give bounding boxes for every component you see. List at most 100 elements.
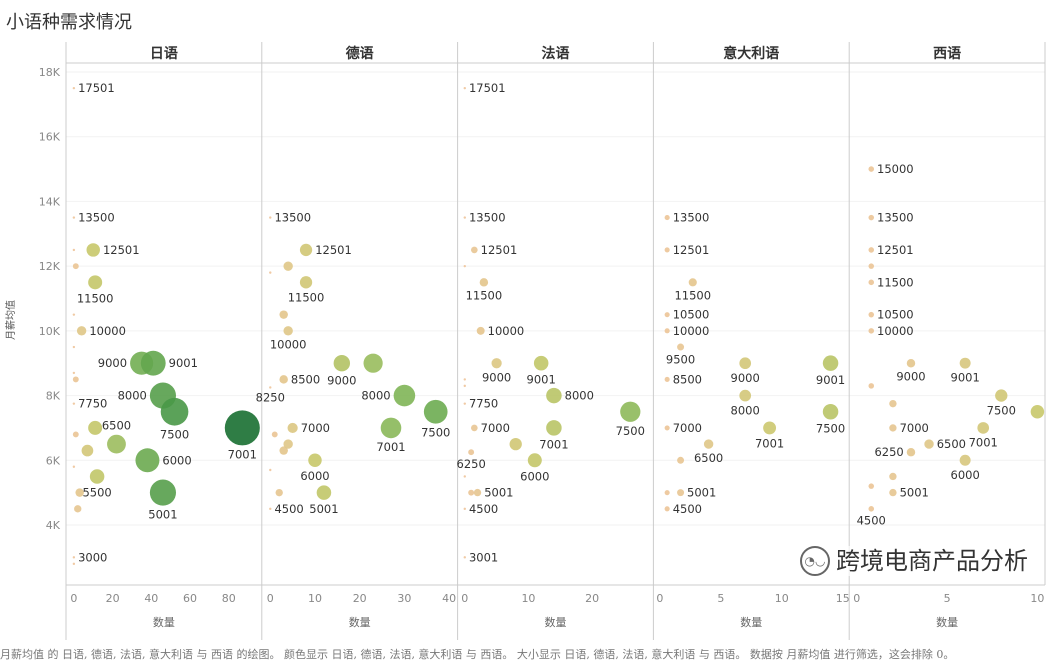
bubble	[363, 353, 383, 373]
bubble	[664, 425, 670, 431]
y-tick-label: 4K	[46, 519, 61, 532]
data-label: 7500	[816, 421, 845, 435]
data-label: 8250	[256, 391, 285, 405]
bubble	[763, 421, 777, 435]
bubble	[959, 454, 971, 466]
bubble	[72, 402, 76, 405]
data-label: 6250	[874, 445, 903, 459]
data-label: 13500	[469, 211, 506, 225]
x-tick-label: 0	[656, 592, 663, 605]
x-tick-label: 15	[836, 592, 850, 605]
bubble	[664, 215, 670, 221]
y-tick-label: 14K	[39, 195, 61, 208]
panel-header: 日语	[150, 46, 178, 62]
bubble	[906, 447, 916, 457]
bubble	[677, 456, 685, 464]
data-label: 9001	[169, 356, 198, 370]
data-label: 12501	[315, 243, 352, 257]
bubble	[822, 404, 839, 420]
bubble	[160, 397, 189, 426]
bubble	[393, 384, 416, 407]
bubble	[72, 313, 76, 316]
bubble	[822, 355, 839, 371]
bubble	[72, 376, 79, 383]
data-label: 11500	[877, 275, 914, 289]
data-label: 7000	[481, 421, 510, 435]
bubble	[72, 556, 76, 559]
bubble	[664, 247, 670, 253]
bubble	[149, 479, 177, 506]
bubble	[269, 271, 272, 274]
bubble	[977, 422, 990, 434]
x-tick-label: 0	[853, 592, 860, 605]
bubble	[72, 345, 76, 349]
data-label: 9000	[731, 371, 760, 385]
bubble	[463, 216, 466, 219]
bubble	[868, 279, 875, 286]
bubble	[269, 216, 272, 219]
data-label: 7500	[987, 404, 1016, 418]
data-label: 6000	[300, 469, 329, 483]
bubble	[86, 243, 100, 257]
data-label: 5001	[484, 486, 513, 500]
bubble	[224, 410, 260, 446]
data-label: 7001	[228, 447, 257, 461]
bubble	[473, 488, 482, 497]
data-label: 5001	[687, 486, 716, 500]
x-tick-label: 60	[183, 592, 197, 605]
x-tick-label: 80	[222, 592, 236, 605]
data-label: 12501	[103, 243, 140, 257]
bubble	[72, 371, 76, 375]
bubble	[463, 475, 466, 478]
bubble	[283, 439, 293, 449]
data-label: 4500	[274, 502, 303, 516]
data-label: 3000	[78, 550, 107, 564]
data-label: 5001	[900, 486, 929, 500]
x-tick-label: 5	[717, 592, 724, 605]
data-label: 8000	[565, 389, 594, 403]
data-label: 6250	[457, 457, 486, 471]
bubble	[995, 389, 1008, 402]
bubble	[868, 263, 875, 269]
x-axis-title: 数量	[740, 616, 762, 629]
data-label: 9001	[527, 372, 556, 386]
bubble	[906, 358, 916, 368]
bubble	[889, 488, 897, 497]
y-tick-label: 16K	[39, 131, 61, 144]
y-axis-title: 月薪均值	[4, 300, 17, 340]
bubble	[620, 401, 641, 422]
bubble	[468, 489, 475, 496]
data-label: 3001	[469, 550, 498, 564]
bubble	[269, 468, 272, 472]
bubble	[546, 387, 562, 404]
x-axis-title: 数量	[936, 616, 958, 629]
bubble	[135, 448, 160, 473]
x-tick-label: 10	[308, 592, 322, 605]
data-label: 17501	[469, 81, 506, 95]
data-label: 7001	[376, 440, 405, 454]
data-label: 8000	[118, 389, 147, 403]
data-label: 9001	[816, 373, 845, 387]
data-label: 10500	[877, 308, 914, 322]
x-axis-title: 数量	[349, 616, 371, 629]
data-label: 5500	[82, 486, 111, 500]
bubble	[463, 86, 466, 90]
x-axis-title: 数量	[153, 616, 175, 629]
bubble	[72, 248, 76, 252]
bubble	[316, 485, 332, 500]
data-label: 6000	[951, 468, 980, 482]
data-label: 9000	[327, 373, 356, 387]
data-label: 6500	[694, 451, 723, 465]
bubble	[72, 86, 76, 90]
x-tick-label: 20	[585, 592, 599, 605]
bubble	[72, 431, 79, 438]
bubble	[299, 243, 313, 257]
data-label: 8000	[731, 403, 760, 417]
bubble	[279, 310, 288, 319]
bubble	[271, 431, 278, 438]
bubble	[546, 420, 562, 436]
bubble	[470, 424, 478, 432]
data-label: 8500	[291, 372, 320, 386]
bubble	[664, 328, 670, 334]
